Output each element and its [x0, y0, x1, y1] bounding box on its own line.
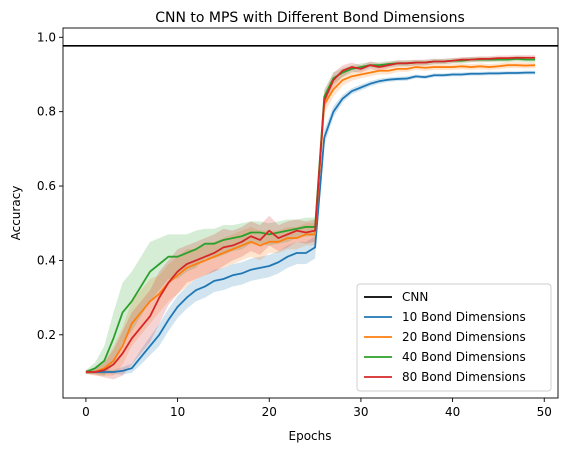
x-tick-label: 10 — [170, 405, 185, 419]
y-axis: 0.2 0.4 0.6 0.8 1.0 — [37, 30, 63, 342]
plot-area — [63, 45, 558, 380]
x-axis: 0 10 20 30 40 50 — [82, 398, 552, 419]
y-tick-label: 0.8 — [37, 105, 56, 119]
plot-frame — [62, 27, 559, 399]
y-tick-label: 0.6 — [37, 179, 56, 193]
band-series-4 — [85, 55, 536, 380]
legend-entry: 80 Bond Dimensions — [402, 370, 526, 384]
y-tick-label: 0.2 — [37, 328, 56, 342]
series-lines — [85, 56, 536, 373]
x-tick-label: 30 — [353, 405, 368, 419]
band-series-1 — [85, 70, 536, 375]
confidence-bands — [85, 55, 536, 380]
legend-items: CNN 10 Bond Dimensions 20 Bond Dimensions 4… — [364, 290, 526, 384]
chart-title: CNN to MPS with Different Bond Dimension… — [155, 10, 465, 26]
band-series-2 — [85, 62, 536, 376]
line-series-1 — [85, 71, 536, 373]
legend: CNN 10 Bond Dimensions 20 Bond Dimensions 4… — [356, 283, 552, 392]
legend-entry: 10 Bond Dimensions — [402, 310, 526, 324]
legend-box — [356, 283, 552, 392]
y-tick-label: 0.4 — [37, 253, 56, 267]
x-axis-label: Epochs — [289, 429, 332, 443]
x-tick-label: 20 — [262, 405, 277, 419]
legend-entry: 40 Bond Dimensions — [402, 350, 526, 364]
legend-entry: CNN — [402, 290, 428, 304]
line-series-4 — [85, 56, 536, 373]
line-series-3 — [85, 57, 536, 373]
x-tick-label: 0 — [82, 405, 90, 419]
line-series-2 — [85, 64, 536, 373]
x-tick-label: 50 — [537, 405, 552, 419]
y-tick-label: 1.0 — [37, 30, 56, 44]
legend-entry: 20 Bond Dimensions — [402, 330, 526, 344]
x-tick-label: 40 — [445, 405, 460, 419]
y-axis-label: Accuracy — [9, 186, 23, 241]
